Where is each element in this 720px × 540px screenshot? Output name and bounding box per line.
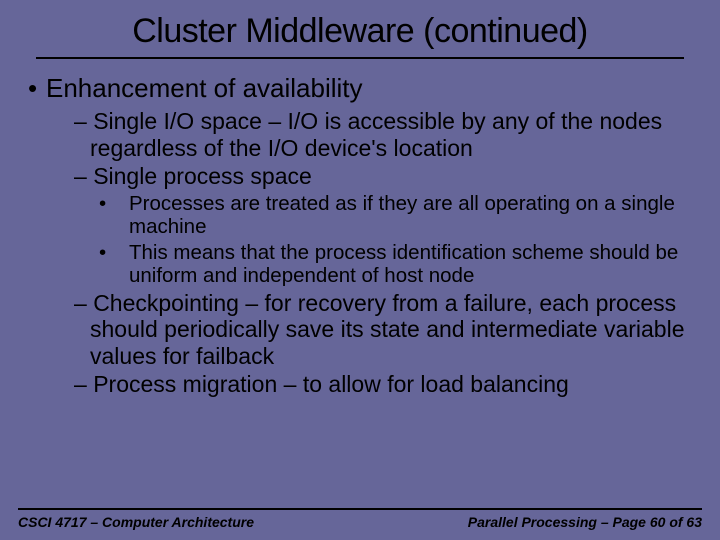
footer-row: CSCI 4717 – Computer Architecture Parall… — [18, 514, 702, 530]
slide-content: •Enhancement of availability – Single I/… — [0, 73, 720, 398]
slide: Cluster Middleware (continued) •Enhancem… — [0, 0, 720, 540]
dot-icon: • — [114, 241, 129, 265]
bullet-lvl1: •Enhancement of availability — [28, 73, 692, 104]
lvl2-text: Single I/O space – I/O is accessible by … — [90, 108, 662, 160]
slide-footer: CSCI 4717 – Computer Architecture Parall… — [0, 508, 720, 530]
slide-title: Cluster Middleware (continued) — [30, 12, 690, 51]
lvl2-text: Process migration – to allow for load ba… — [93, 371, 569, 397]
lvl3-text: This means that the process identificati… — [129, 241, 678, 288]
dash-icon: – — [74, 371, 87, 397]
lvl1-text: Enhancement of availability — [46, 73, 363, 103]
bullet-lvl2: – Process migration – to allow for load … — [74, 371, 692, 397]
footer-right: Parallel Processing – Page 60 of 63 — [468, 514, 702, 530]
dash-icon: – — [74, 290, 87, 316]
dash-icon: – — [74, 108, 87, 134]
footer-line — [18, 508, 702, 510]
bullet-lvl2: – Single I/O space – I/O is accessible b… — [74, 108, 692, 161]
bullet-lvl3: •Processes are treated as if they are al… — [114, 192, 692, 239]
bullet-icon: • — [28, 73, 46, 104]
dash-icon: – — [74, 163, 87, 189]
bullet-lvl2: – Single process space — [74, 163, 692, 189]
bullet-lvl2: – Checkpointing – for recovery from a fa… — [74, 290, 692, 369]
dot-icon: • — [114, 192, 129, 216]
lvl2-text: Checkpointing – for recovery from a fail… — [90, 290, 685, 369]
bullet-lvl3: •This means that the process identificat… — [114, 241, 692, 288]
lvl2-text: Single process space — [93, 163, 312, 189]
footer-left: CSCI 4717 – Computer Architecture — [18, 514, 254, 530]
lvl3-text: Processes are treated as if they are all… — [129, 192, 675, 239]
title-underline — [36, 57, 684, 59]
